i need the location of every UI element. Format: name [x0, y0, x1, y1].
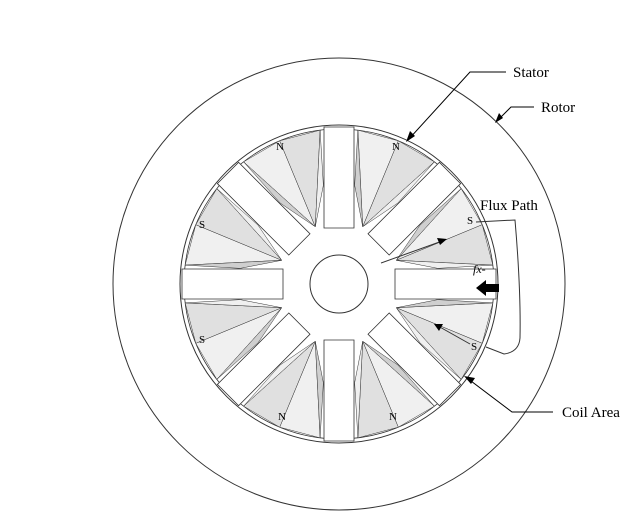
slot-arm: [216, 312, 311, 407]
flux-arrow-lower-head: [434, 324, 443, 331]
flux-arrow-lower: [437, 325, 471, 345]
coil-wedge-light: [396, 260, 493, 269]
pole-label: S: [199, 219, 205, 231]
stator-leader: [407, 71, 506, 141]
flux-path-label: Flux Path: [480, 198, 538, 214]
coil-wedge-light: [354, 341, 363, 438]
pole-label: S: [199, 334, 205, 346]
slot-arm: [181, 268, 284, 300]
coil-area-leader: [466, 377, 553, 413]
rotor-outer-ring: [112, 57, 566, 511]
coil-wedge-dark: [396, 188, 462, 261]
pole-label: S: [471, 341, 477, 353]
coil-wedge-light: [216, 188, 282, 261]
coil-wedge-light: [315, 130, 324, 227]
slot-arm: [323, 126, 355, 229]
coil-wedge-light: [243, 341, 316, 407]
coil-wedge-dark: [396, 299, 493, 308]
rotor-leader: [496, 106, 534, 122]
slot-arm: [367, 161, 462, 256]
flux-arrow-upper-head: [437, 238, 447, 245]
flux-arrow-upper: [380, 239, 446, 264]
pole-labels: S N N S S N N S: [199, 141, 477, 423]
pole-label: N: [278, 411, 286, 423]
pole-label: N: [392, 141, 400, 153]
pole-label: S: [467, 215, 473, 227]
coil-area-label: Coil Area: [562, 405, 620, 421]
coil-wedge-light: [185, 299, 282, 308]
force-label: fx-: [473, 262, 486, 276]
flux-path-loop: [475, 219, 521, 355]
coil-wedge-dark: [185, 260, 282, 269]
coil-area-leader-head: [464, 376, 475, 384]
stator-label: Stator: [513, 65, 549, 81]
stator-leader-head: [406, 131, 415, 142]
coil-wedge-dark: [362, 341, 435, 407]
slot-arm: [323, 339, 355, 442]
slot-gaps: [181, 126, 497, 442]
coil-wedge-dark: [315, 341, 324, 438]
coil-wedge-light: [362, 161, 435, 227]
rotor-label: Rotor: [541, 100, 575, 116]
coil-wedge-light: [396, 307, 462, 380]
coil-wedge-dark: [216, 307, 282, 380]
slot-arm: [216, 161, 311, 256]
slot-arm: [394, 268, 497, 300]
shaft-circle: [309, 254, 369, 314]
coil-wedge-dark: [243, 161, 316, 227]
coil-wedge-dark: [354, 130, 363, 227]
force-arrow: [476, 280, 499, 296]
coil-segments: [184, 129, 494, 439]
pole-label: N: [276, 141, 284, 153]
pole-label: N: [389, 411, 397, 423]
rotor-leader-head: [495, 113, 503, 123]
slot-arm: [367, 312, 462, 407]
